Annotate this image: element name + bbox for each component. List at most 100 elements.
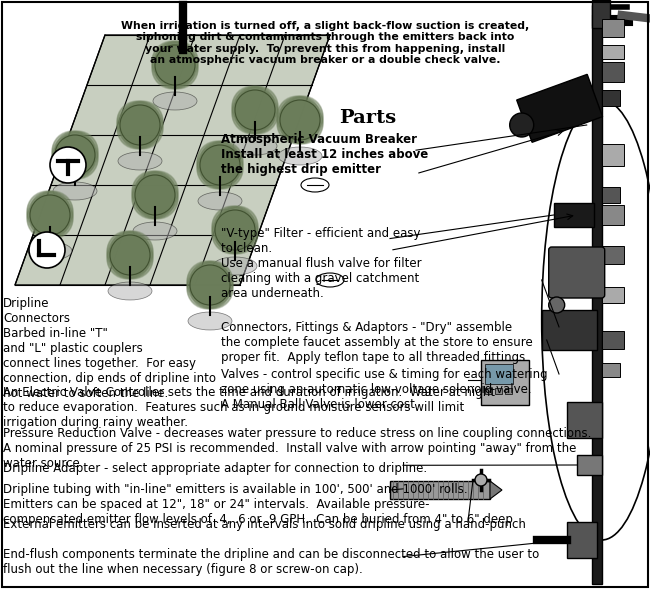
Circle shape <box>187 269 227 309</box>
Ellipse shape <box>108 282 152 300</box>
Circle shape <box>117 109 157 149</box>
Circle shape <box>193 268 233 308</box>
Circle shape <box>235 86 275 126</box>
Text: Parts: Parts <box>339 109 396 127</box>
Circle shape <box>238 87 278 127</box>
Circle shape <box>123 109 163 149</box>
Circle shape <box>277 104 317 144</box>
Circle shape <box>158 48 198 88</box>
Circle shape <box>30 191 70 231</box>
Circle shape <box>218 214 258 254</box>
Bar <box>390 481 490 499</box>
Circle shape <box>475 474 487 486</box>
Circle shape <box>235 90 275 130</box>
Bar <box>517 74 603 143</box>
Circle shape <box>280 100 320 140</box>
Circle shape <box>27 191 67 231</box>
Circle shape <box>132 178 172 218</box>
Circle shape <box>110 235 150 275</box>
Circle shape <box>283 97 323 137</box>
Circle shape <box>238 94 278 134</box>
Circle shape <box>203 145 243 185</box>
Circle shape <box>132 171 172 211</box>
Circle shape <box>200 145 240 185</box>
Circle shape <box>30 195 70 235</box>
Circle shape <box>238 93 278 133</box>
Circle shape <box>135 172 175 212</box>
Circle shape <box>30 199 70 239</box>
Bar <box>602 45 624 59</box>
Text: External emitters can be inserted at any intervals into solid dripline using a h: External emitters can be inserted at any… <box>3 518 526 531</box>
Bar <box>602 19 624 37</box>
Circle shape <box>120 105 160 145</box>
Circle shape <box>123 101 163 141</box>
Circle shape <box>215 214 255 254</box>
Circle shape <box>155 45 195 85</box>
Circle shape <box>235 93 275 133</box>
Circle shape <box>107 235 147 275</box>
Ellipse shape <box>188 312 232 330</box>
Circle shape <box>218 207 258 247</box>
Circle shape <box>135 179 175 219</box>
Circle shape <box>203 149 243 189</box>
Circle shape <box>187 265 227 305</box>
Bar <box>602 90 619 106</box>
Circle shape <box>123 102 163 142</box>
Circle shape <box>215 210 255 250</box>
Circle shape <box>187 268 227 308</box>
Bar <box>602 144 624 166</box>
Circle shape <box>138 178 178 218</box>
Circle shape <box>33 198 73 238</box>
Circle shape <box>135 171 175 211</box>
Text: "V-type" Filter - efficient and easy
to clean.
Use a manual flush valve for filt: "V-type" Filter - efficient and easy to … <box>221 227 422 300</box>
Circle shape <box>155 48 195 88</box>
Bar <box>602 287 624 303</box>
Circle shape <box>203 141 243 181</box>
Circle shape <box>283 103 323 143</box>
Circle shape <box>110 235 150 275</box>
Circle shape <box>27 195 67 235</box>
Circle shape <box>187 261 227 301</box>
Circle shape <box>58 132 98 172</box>
Circle shape <box>132 179 172 219</box>
Circle shape <box>232 86 272 126</box>
Circle shape <box>277 103 317 143</box>
Circle shape <box>120 102 160 142</box>
Text: Pressure Reduction Valve - decreases water pressure to reduce stress on line cou: Pressure Reduction Valve - decreases wat… <box>3 427 592 470</box>
Circle shape <box>193 269 233 309</box>
Circle shape <box>158 41 198 81</box>
Circle shape <box>200 149 240 189</box>
Circle shape <box>280 96 320 136</box>
Bar <box>485 388 492 394</box>
Circle shape <box>215 210 255 250</box>
Circle shape <box>29 232 65 268</box>
Circle shape <box>58 139 98 179</box>
Bar <box>592 0 610 28</box>
Circle shape <box>197 148 237 188</box>
Circle shape <box>215 207 255 247</box>
Bar <box>567 402 602 438</box>
Circle shape <box>200 148 240 188</box>
Circle shape <box>232 93 272 133</box>
Circle shape <box>152 41 192 81</box>
Circle shape <box>30 198 70 238</box>
Circle shape <box>193 265 233 305</box>
Circle shape <box>58 131 98 171</box>
Circle shape <box>283 104 323 144</box>
Circle shape <box>158 42 198 82</box>
Circle shape <box>215 206 255 246</box>
Circle shape <box>197 142 237 182</box>
Ellipse shape <box>153 92 197 110</box>
Circle shape <box>235 94 275 134</box>
Circle shape <box>155 41 195 81</box>
Circle shape <box>158 49 198 89</box>
Polygon shape <box>490 481 502 499</box>
Circle shape <box>117 108 157 148</box>
Circle shape <box>283 96 323 136</box>
Text: Dripline Adapter - select appropriate adapter for connection to dripline.: Dripline Adapter - select appropriate ad… <box>3 462 428 475</box>
Circle shape <box>132 175 172 215</box>
Circle shape <box>187 262 227 302</box>
Circle shape <box>52 131 92 171</box>
Circle shape <box>58 138 98 178</box>
Circle shape <box>218 206 258 246</box>
